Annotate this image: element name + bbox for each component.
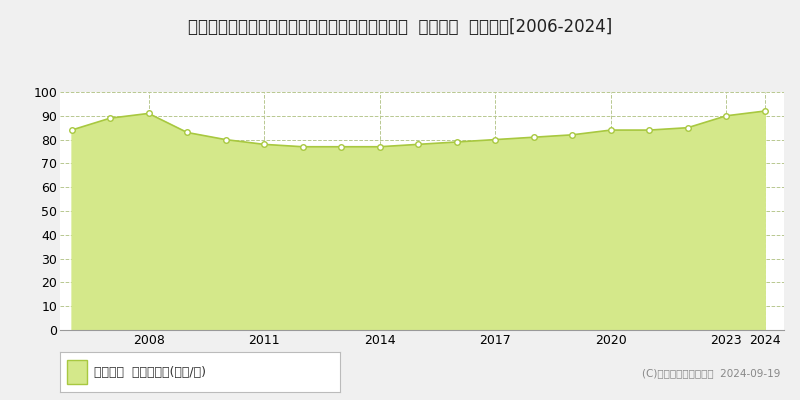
Text: 埼玉県さいたま市中央区大戸６丁目８０６番７外  基準地価  地価推移[2006-2024]: 埼玉県さいたま市中央区大戸６丁目８０６番７外 基準地価 地価推移[2006-20…: [188, 18, 612, 36]
Bar: [67, 360, 86, 384]
Text: (C)土地価格ドットコム  2024-09-19: (C)土地価格ドットコム 2024-09-19: [642, 368, 780, 378]
Text: 基準地価  平均坪単価(万円/坪): 基準地価 平均坪単価(万円/坪): [94, 366, 206, 378]
